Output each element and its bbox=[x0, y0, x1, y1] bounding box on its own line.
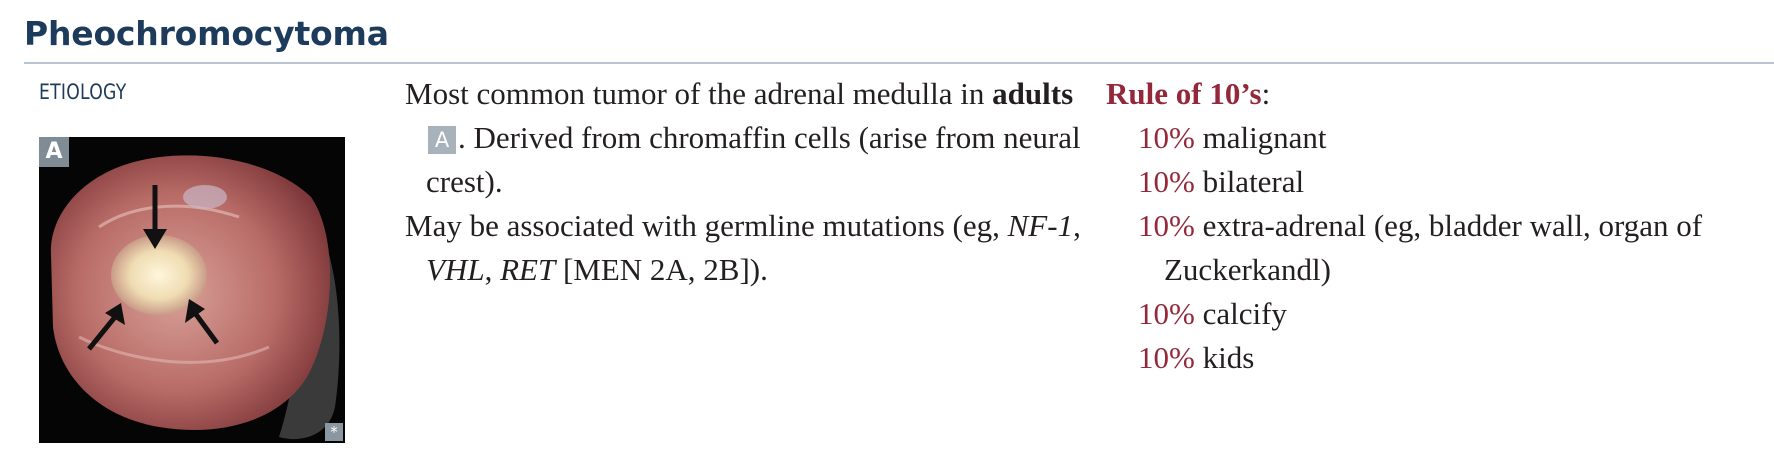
figure-label-badge: A bbox=[39, 137, 69, 167]
section-label-etiology: ETIOLOGY bbox=[39, 80, 127, 104]
rule-title: Rule of 10’s bbox=[1106, 76, 1262, 111]
description-column: Most common tumor of the adrenal medulla… bbox=[405, 72, 1085, 292]
p2-sep1: , bbox=[1073, 208, 1081, 243]
title-divider bbox=[24, 62, 1774, 64]
p2-text-b: [MEN 2A, 2B]). bbox=[555, 252, 768, 287]
list-item: 10% extra-adrenal (eg, bladder wall, org… bbox=[1138, 208, 1703, 287]
rule-of-tens-column: Rule of 10’s: 10% malignant 10% bilatera… bbox=[1106, 72, 1774, 380]
p1-bold-adults: adults bbox=[992, 76, 1074, 111]
p1-text-b: . Derived from chromaffin cells (arise f… bbox=[426, 120, 1081, 199]
gene-nf1: NF-1 bbox=[1007, 208, 1074, 243]
figure-adrenal-gross-specimen: A * bbox=[39, 137, 345, 443]
image-credit-mark: * bbox=[325, 423, 343, 441]
p1-text-a: Most common tumor of the adrenal medulla… bbox=[405, 76, 993, 111]
gene-ret: RET bbox=[500, 252, 556, 287]
list-item: 10% calcify bbox=[1138, 296, 1287, 331]
list-item: 10% malignant bbox=[1138, 120, 1327, 155]
paragraph-adrenal-tumor: Most common tumor of the adrenal medulla… bbox=[405, 72, 1085, 204]
specimen-photo-illustration bbox=[39, 137, 345, 443]
page-title: Pheochromocytoma bbox=[24, 14, 389, 53]
list-item: 10% kids bbox=[1138, 340, 1255, 375]
p2-text-a: May be associated with germline mutation… bbox=[405, 208, 1008, 243]
figure-reference-badge[interactable]: A bbox=[428, 126, 456, 154]
rule-of-tens-heading: Rule of 10’s: bbox=[1106, 72, 1774, 116]
gene-vhl: VHL bbox=[426, 252, 485, 287]
paragraph-germline-mutations: May be associated with germline mutation… bbox=[405, 204, 1085, 292]
rule-colon: : bbox=[1261, 76, 1271, 111]
p2-sep2: , bbox=[484, 252, 501, 287]
list-item: 10% bilateral bbox=[1138, 164, 1305, 199]
